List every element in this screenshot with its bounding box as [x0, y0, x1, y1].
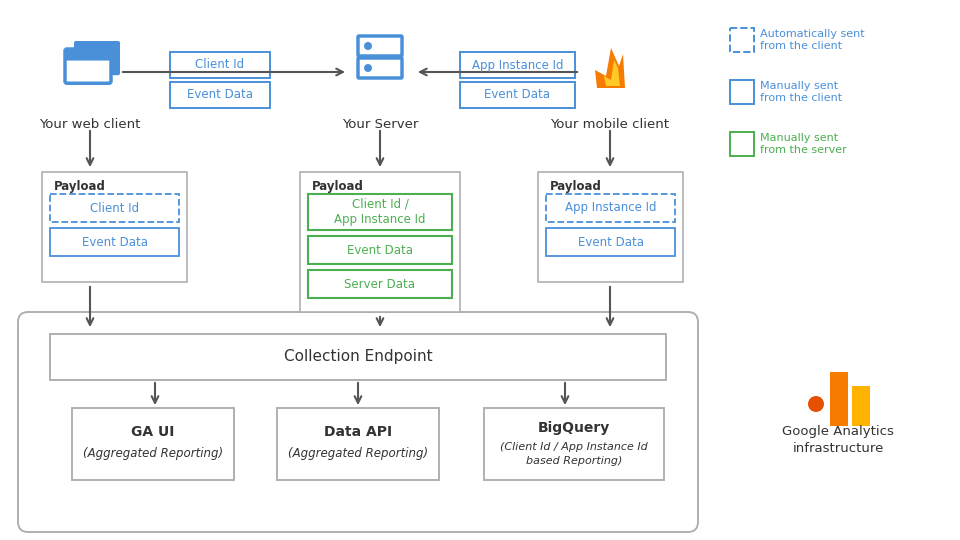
Text: Payload: Payload	[312, 180, 364, 193]
Bar	[300, 172, 460, 312]
Bar	[277, 408, 439, 480]
FancyBboxPatch shape	[358, 58, 402, 78]
Text: Payload: Payload	[550, 180, 602, 193]
Bar	[852, 386, 870, 426]
Text: (Aggregated Reporting): (Aggregated Reporting)	[83, 448, 223, 461]
Text: Manually sent
from the server: Manually sent from the server	[760, 133, 847, 155]
Text: Event Data: Event Data	[82, 235, 148, 248]
Circle shape	[808, 396, 824, 412]
Bar	[50, 334, 666, 380]
Bar	[308, 194, 452, 230]
Bar	[546, 228, 675, 256]
Bar	[484, 408, 664, 480]
Text: App Instance Id: App Instance Id	[471, 58, 564, 71]
Bar	[42, 172, 187, 282]
Text: Event Data: Event Data	[578, 235, 643, 248]
Bar	[730, 132, 754, 156]
Text: Client Id /
App Instance Id: Client Id / App Instance Id	[334, 198, 425, 226]
Text: Client Id: Client Id	[196, 58, 245, 71]
FancyBboxPatch shape	[65, 49, 111, 83]
Bar	[460, 52, 575, 78]
Polygon shape	[604, 60, 620, 86]
FancyBboxPatch shape	[65, 49, 111, 60]
Text: Google Analytics
infrastructure: Google Analytics infrastructure	[782, 424, 894, 456]
Text: (Client Id / App Instance Id
based Reporting): (Client Id / App Instance Id based Repor…	[500, 442, 648, 465]
Text: Your mobile client: Your mobile client	[550, 118, 669, 132]
Text: Server Data: Server Data	[345, 278, 416, 291]
Bar	[830, 372, 848, 426]
Text: BigQuery: BigQuery	[538, 421, 611, 435]
Text: Data API: Data API	[324, 425, 392, 439]
Text: App Instance Id: App Instance Id	[564, 201, 657, 214]
Text: GA UI: GA UI	[132, 425, 175, 439]
Bar	[538, 172, 683, 282]
FancyBboxPatch shape	[74, 41, 120, 75]
Bar	[308, 270, 452, 298]
Bar	[50, 228, 179, 256]
Bar	[50, 194, 179, 222]
Text: Client Id: Client Id	[90, 201, 139, 214]
Polygon shape	[595, 48, 625, 88]
FancyBboxPatch shape	[358, 36, 402, 56]
Bar	[170, 52, 270, 78]
Text: Event Data: Event Data	[347, 244, 413, 256]
Text: Your Server: Your Server	[342, 118, 419, 132]
Text: Event Data: Event Data	[485, 89, 550, 102]
Bar	[308, 236, 452, 264]
Text: Collection Endpoint: Collection Endpoint	[284, 349, 432, 364]
Text: Automatically sent
from the client: Automatically sent from the client	[760, 29, 865, 51]
Bar	[730, 28, 754, 52]
Bar	[546, 194, 675, 222]
Text: Your web client: Your web client	[39, 118, 141, 132]
Bar	[170, 82, 270, 108]
Bar	[72, 408, 234, 480]
Bar	[460, 82, 575, 108]
Text: Manually sent
from the client: Manually sent from the client	[760, 81, 842, 103]
Text: Payload: Payload	[54, 180, 106, 193]
Text: (Aggregated Reporting): (Aggregated Reporting)	[288, 448, 428, 461]
Bar	[730, 80, 754, 104]
Circle shape	[364, 42, 372, 50]
Text: Event Data: Event Data	[187, 89, 253, 102]
Circle shape	[364, 64, 372, 72]
